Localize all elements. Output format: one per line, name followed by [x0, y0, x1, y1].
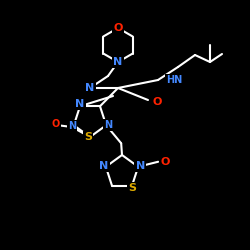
Text: HN: HN	[166, 75, 182, 85]
Text: O: O	[160, 157, 170, 167]
Text: N: N	[76, 99, 85, 109]
Text: S: S	[128, 183, 136, 193]
Text: O: O	[52, 119, 60, 129]
Text: N: N	[104, 120, 112, 130]
Text: S: S	[84, 132, 92, 142]
Text: N: N	[68, 121, 76, 131]
Text: N: N	[136, 161, 145, 171]
Text: O: O	[113, 23, 123, 33]
Text: N: N	[86, 83, 94, 93]
Text: N: N	[99, 161, 108, 171]
Text: O: O	[152, 97, 162, 107]
Text: N: N	[114, 57, 122, 67]
